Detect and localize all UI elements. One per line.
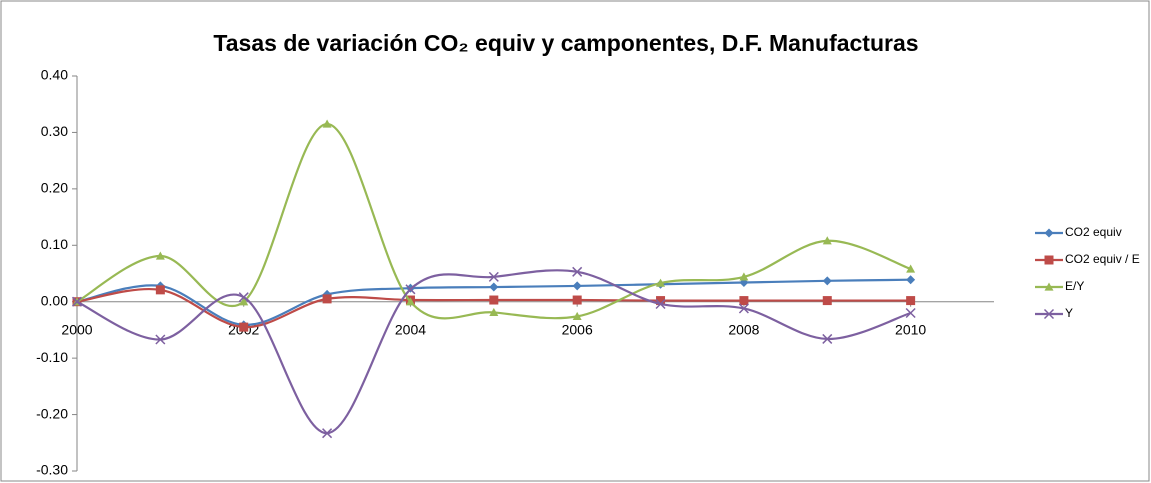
data-point bbox=[239, 297, 249, 306]
data-point bbox=[572, 266, 583, 277]
legend-label: E/Y bbox=[1065, 279, 1084, 293]
data-point bbox=[405, 284, 416, 295]
data-point bbox=[155, 334, 166, 345]
legend-label: Y bbox=[1065, 306, 1073, 320]
data-point bbox=[488, 271, 499, 282]
x-tick-label: 2004 bbox=[395, 321, 426, 337]
y-tick-label: -0.30 bbox=[36, 462, 68, 478]
data-point bbox=[71, 296, 83, 307]
x-tick-label: 2006 bbox=[562, 321, 593, 337]
data-point bbox=[738, 303, 749, 314]
legend-label: CO2 equiv bbox=[1065, 225, 1122, 239]
y-tick-label: 0.10 bbox=[41, 236, 68, 252]
x-tick-label: 2010 bbox=[895, 321, 926, 337]
data-point bbox=[906, 275, 916, 285]
data-point bbox=[656, 278, 666, 287]
data-point bbox=[155, 285, 165, 295]
data-point bbox=[405, 297, 415, 306]
data-point bbox=[905, 307, 916, 319]
legend-marker bbox=[1044, 228, 1054, 238]
data-point bbox=[822, 236, 832, 245]
y-tick-label: -0.20 bbox=[36, 405, 68, 421]
series-line bbox=[76, 122, 912, 320]
legend-marker bbox=[1044, 255, 1054, 265]
data-point bbox=[822, 276, 832, 286]
data-point bbox=[739, 296, 749, 306]
data-point bbox=[656, 296, 666, 306]
data-point bbox=[489, 282, 499, 292]
data-point bbox=[739, 272, 749, 281]
x-tick-label: 2008 bbox=[728, 321, 759, 337]
data-point bbox=[572, 311, 582, 320]
data-point bbox=[322, 294, 332, 304]
data-point bbox=[906, 296, 916, 306]
data-point bbox=[489, 307, 499, 317]
series-line bbox=[76, 269, 911, 435]
y-tick-label: 0.40 bbox=[41, 67, 68, 83]
y-tick-label: 0.30 bbox=[41, 123, 68, 139]
data-point bbox=[572, 281, 582, 291]
data-point bbox=[906, 264, 916, 273]
x-tick-label: 2000 bbox=[61, 321, 92, 337]
data-point bbox=[238, 292, 249, 303]
legend-marker bbox=[1044, 282, 1054, 291]
data-point bbox=[822, 333, 833, 344]
data-point bbox=[322, 428, 333, 439]
data-point bbox=[572, 295, 582, 305]
data-point bbox=[655, 298, 666, 310]
data-point bbox=[322, 119, 332, 128]
legend-label: CO2 equiv / E bbox=[1065, 252, 1140, 266]
data-point bbox=[822, 296, 832, 306]
data-point bbox=[239, 322, 249, 332]
data-point bbox=[489, 295, 499, 305]
legend-marker bbox=[1043, 308, 1055, 320]
y-tick-label: 0.20 bbox=[41, 180, 68, 196]
data-point bbox=[155, 251, 165, 260]
y-tick-label: -0.10 bbox=[36, 349, 68, 365]
y-tick-label: 0.00 bbox=[41, 292, 68, 308]
chart-title: Tasas de variación CO₂ equiv y camponent… bbox=[213, 30, 918, 56]
